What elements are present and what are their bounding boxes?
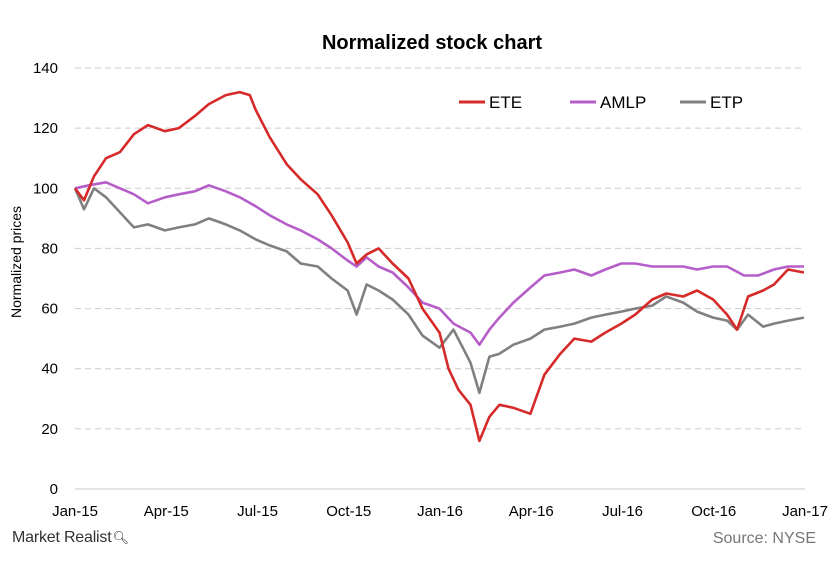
- series-line-etp: [73, 187, 805, 395]
- brand-name: Market Realist: [12, 529, 112, 546]
- x-tick-label: Jan-17: [782, 503, 828, 520]
- y-tick-label: 60: [41, 301, 58, 318]
- y-tick-label: 120: [33, 120, 58, 137]
- y-tick-label: 140: [33, 60, 58, 77]
- chart-title: Normalized stock chart: [322, 32, 542, 54]
- series-line-amlp: [74, 181, 804, 346]
- x-tick-label: Jan-16: [417, 503, 463, 520]
- x-tick-label: Oct-16: [691, 503, 736, 520]
- y-tick-label: 0: [50, 481, 58, 498]
- y-axis-label: Normalized prices: [8, 206, 24, 318]
- source-note: Source: NYSE: [712, 530, 816, 547]
- y-tick-label: 40: [41, 361, 58, 378]
- x-tick-label: Oct-15: [326, 503, 371, 520]
- x-tick-label: Jan-15: [52, 503, 98, 520]
- magnifier-q-icon: 🔍︎: [112, 530, 129, 545]
- x-tick-label: Apr-16: [509, 503, 554, 520]
- grid-lines: [75, 67, 805, 490]
- legend-label-etp: ETP: [710, 93, 743, 112]
- y-tick-label: 80: [41, 240, 58, 257]
- x-tick-label: Apr-15: [144, 503, 189, 520]
- brand-logo: Market Realist🔍︎: [12, 529, 129, 547]
- y-axis-ticks: 0 20 40 60 80 100 120 140: [33, 60, 58, 498]
- x-tick-label: Jul-16: [602, 503, 643, 520]
- y-tick-label: 20: [41, 421, 58, 438]
- series-line-ete: [73, 90, 805, 443]
- y-tick-label: 100: [33, 180, 58, 197]
- x-tick-label: Jul-15: [237, 503, 278, 520]
- legend-label-ete: ETE: [489, 93, 522, 112]
- legend: ETE AMLP ETP: [459, 93, 743, 112]
- legend-label-amlp: AMLP: [600, 93, 646, 112]
- series-lines: [73, 90, 805, 443]
- x-axis-ticks: Jan-15 Apr-15 Jul-15 Oct-15 Jan-16 Apr-16 Jul-…: [52, 503, 828, 520]
